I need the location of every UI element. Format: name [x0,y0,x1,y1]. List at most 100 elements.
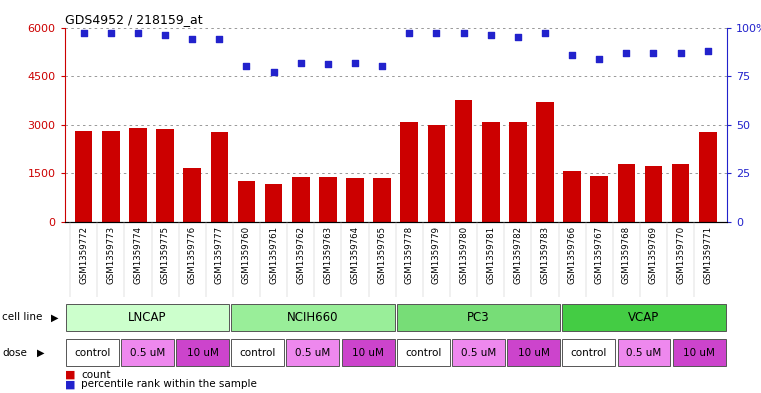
Text: 10 uM: 10 uM [517,348,549,358]
Bar [286,339,339,366]
Text: 10 uM: 10 uM [352,348,384,358]
Point [648,50,660,56]
Text: GSM1359778: GSM1359778 [405,226,414,284]
Point [213,36,225,42]
Text: 0.5 uM: 0.5 uM [295,348,330,358]
Text: control: control [571,348,607,358]
Text: GSM1359768: GSM1359768 [622,226,631,284]
Bar [396,339,450,366]
Text: GSM1359760: GSM1359760 [242,226,251,284]
Point [376,63,388,70]
Point [295,59,307,66]
Point [485,32,497,39]
Point [593,55,605,62]
Bar [231,339,285,366]
Bar [645,166,662,222]
Point [132,30,144,37]
Bar [65,339,119,366]
Bar [156,129,174,222]
Text: GSM1359775: GSM1359775 [161,226,170,284]
Point [566,51,578,58]
Point [78,30,90,37]
Bar [121,339,174,366]
Text: cell line: cell line [2,312,43,322]
Text: GSM1359763: GSM1359763 [323,226,333,284]
Point [159,32,171,39]
Point [186,36,199,42]
Bar [342,339,395,366]
Bar [428,125,445,222]
Text: ▶: ▶ [51,312,59,322]
Bar [699,132,717,222]
Point [620,50,632,56]
Bar [617,339,670,366]
Text: GSM1359774: GSM1359774 [133,226,142,284]
Bar [231,304,395,331]
Text: GSM1359776: GSM1359776 [188,226,196,284]
Bar [396,304,560,331]
Bar [617,164,635,222]
Point [322,61,334,68]
Bar [672,164,689,222]
Bar [102,130,119,222]
Text: LNCAP: LNCAP [128,311,167,324]
Text: ■: ■ [65,369,75,380]
Bar [75,131,93,222]
Bar [482,122,499,222]
Bar [591,176,608,222]
Bar [346,178,364,222]
Bar [374,178,391,222]
Text: GSM1359783: GSM1359783 [540,226,549,284]
Text: control: control [74,348,110,358]
Text: GSM1359764: GSM1359764 [351,226,359,284]
Text: 0.5 uM: 0.5 uM [626,348,661,358]
Bar [237,181,255,222]
Bar [507,339,560,366]
Bar [509,122,527,222]
Text: control: control [240,348,276,358]
Bar [563,171,581,222]
Bar [455,101,473,222]
Bar [292,177,310,222]
Text: GSM1359773: GSM1359773 [107,226,116,284]
Bar [265,184,282,222]
Text: GSM1359769: GSM1359769 [649,226,658,284]
Text: dose: dose [2,348,27,358]
Bar [562,304,726,331]
Text: GSM1359782: GSM1359782 [514,226,522,284]
Bar [319,177,336,222]
Point [349,59,361,66]
Text: GSM1359779: GSM1359779 [432,226,441,284]
Point [105,30,117,37]
Text: 10 uM: 10 uM [683,348,715,358]
Text: GSM1359765: GSM1359765 [377,226,387,284]
Text: GSM1359777: GSM1359777 [215,226,224,284]
Bar [537,102,554,222]
Text: GSM1359771: GSM1359771 [703,226,712,284]
Text: GSM1359761: GSM1359761 [269,226,278,284]
Text: GSM1359770: GSM1359770 [676,226,685,284]
Bar [183,167,201,222]
Point [457,30,470,37]
Point [268,69,280,75]
Text: GSM1359772: GSM1359772 [79,226,88,284]
Bar [673,339,726,366]
Text: PC3: PC3 [467,311,490,324]
Text: percentile rank within the sample: percentile rank within the sample [81,379,257,389]
Point [430,30,442,37]
Point [511,34,524,40]
Text: control: control [405,348,441,358]
Text: GSM1359767: GSM1359767 [595,226,603,284]
Text: NCIH660: NCIH660 [287,311,339,324]
Bar [211,132,228,222]
Point [539,30,551,37]
Bar [65,304,229,331]
Point [240,63,253,70]
Point [702,48,714,54]
Text: VCAP: VCAP [629,311,660,324]
Bar [562,339,616,366]
Text: GSM1359762: GSM1359762 [296,226,305,284]
Text: ▶: ▶ [37,348,45,358]
Text: count: count [81,369,111,380]
Text: GSM1359780: GSM1359780 [459,226,468,284]
